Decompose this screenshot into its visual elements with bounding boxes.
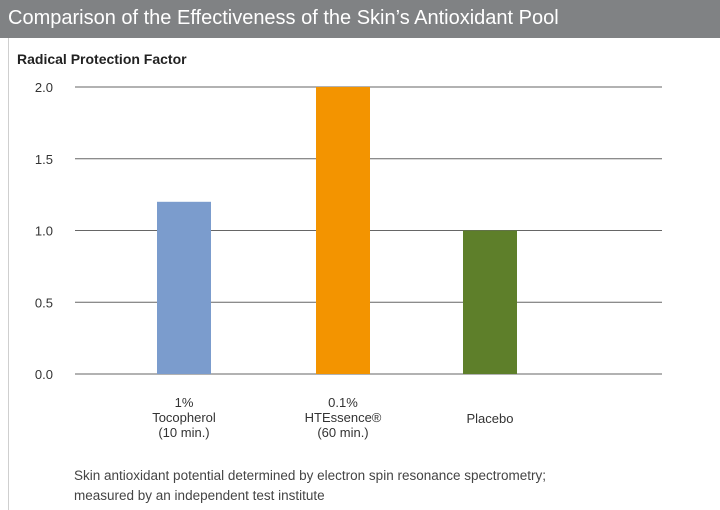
bar [463,230,517,374]
caption-line-1: Skin antioxidant potential determined by… [74,468,547,483]
left-border-line [8,38,9,510]
x-tick-label: Tocopherol [152,410,216,425]
bars [157,87,517,374]
y-tick-label: 1.5 [35,152,53,167]
x-tick-label: HTEssence® [305,410,382,425]
title-bar: Comparison of the Effectiveness of the S… [0,0,720,38]
x-tick-label: Placebo [467,411,514,426]
y-tick-label: 0.5 [35,295,53,310]
caption-line-2: measured by an independent test institut… [74,488,325,503]
footnote-caption: Skin antioxidant potential determined by… [74,466,546,506]
chart-title: Comparison of the Effectiveness of the S… [8,7,559,29]
y-tick-labels: 0.0 0.5 1.0 1.5 2.0 [35,80,53,382]
y-axis-label: Radical Protection Factor [17,51,187,67]
x-tick-label: (10 min.) [158,425,209,440]
y-tick-label: 1.0 [35,224,53,239]
y-tick-label: 0.0 [35,367,53,382]
x-tick-label: (60 min.) [317,425,368,440]
x-tick-label: 1% [175,395,194,410]
x-tick-label: 0.1% [328,395,358,410]
y-tick-label: 2.0 [35,80,53,95]
x-tick-labels: 1%Tocopherol(10 min.) 0.1%HTEssence®(60 m… [152,395,513,440]
bar [316,87,370,374]
bar [157,201,211,374]
